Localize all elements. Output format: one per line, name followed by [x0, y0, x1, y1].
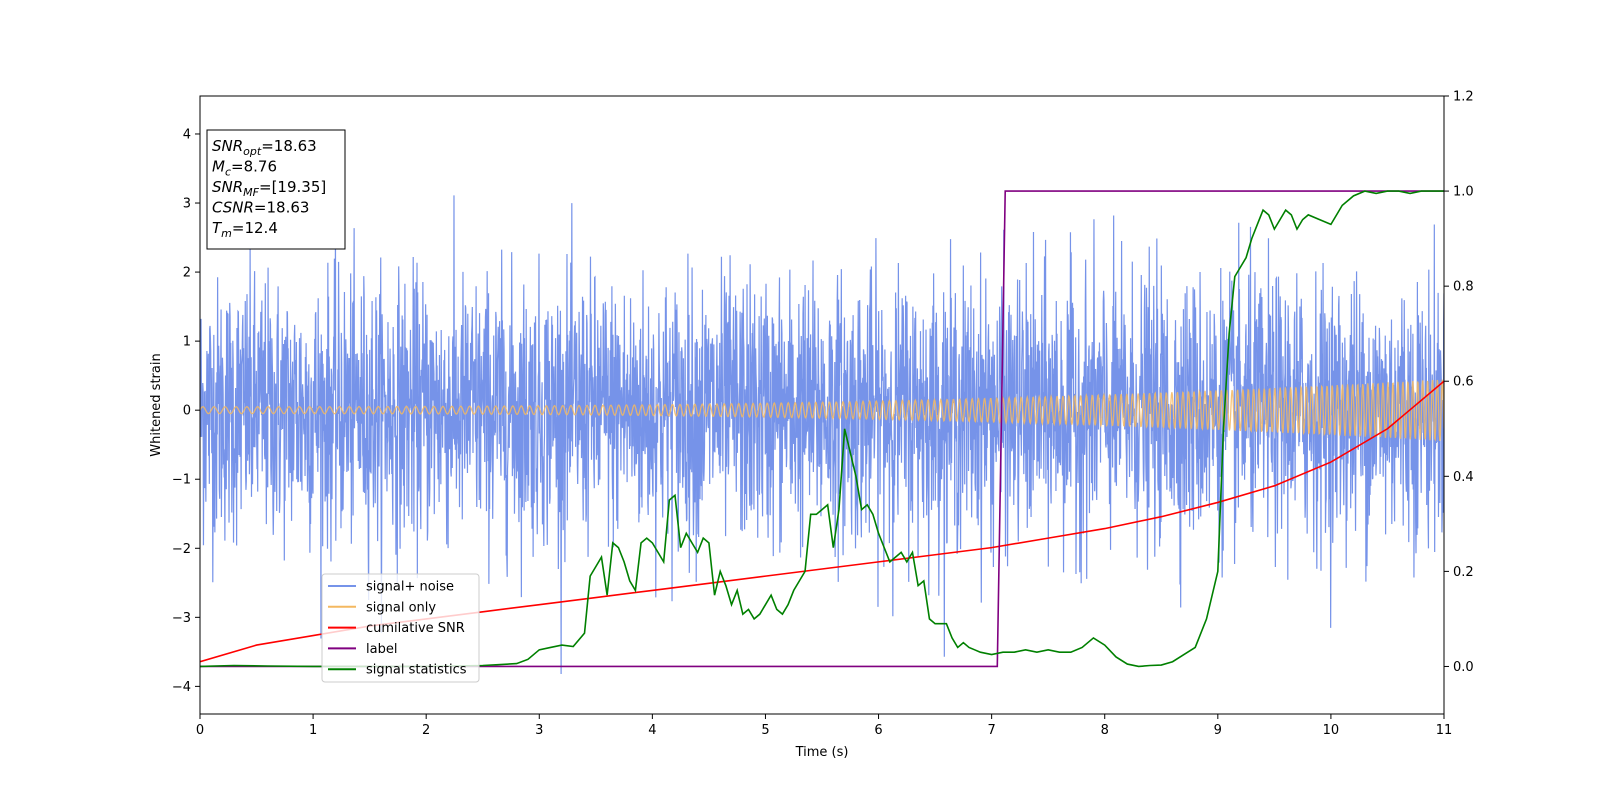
- y2-tick-label: 1.0: [1453, 185, 1474, 200]
- x-tick-label: 10: [1323, 723, 1340, 738]
- y-tick-label: −2: [172, 542, 191, 557]
- y-tick-label: 2: [183, 266, 191, 281]
- x-tick-label: 7: [987, 723, 995, 738]
- x-tick-label: 6: [874, 723, 882, 738]
- series-signal-statistics: [200, 190, 1444, 668]
- annotation-frame: [206, 129, 346, 250]
- y-tick-label: −1: [172, 473, 191, 488]
- legend-label: label: [366, 642, 397, 657]
- annotation-line: SNRMF=[19.35]: [212, 178, 326, 199]
- y2-tick-label: 0.4: [1453, 470, 1474, 485]
- y2-tick-label: 0.6: [1453, 375, 1474, 390]
- series-signal-noise: [200, 195, 1444, 674]
- y2-tick-label: 0.0: [1453, 660, 1474, 675]
- legend: signal+ noise signal only cumilative SNR la…: [321, 573, 480, 683]
- legend-label: cumilative SNR: [366, 621, 465, 636]
- y-tick-label: 0: [183, 404, 191, 419]
- x-tick-label: 4: [648, 723, 656, 738]
- series-signal-only: [200, 379, 1444, 442]
- x-tick-label: 0: [196, 723, 204, 738]
- y-axis-left: 4 3 2 1 0 −1 −2 −3 −4: [172, 127, 200, 695]
- x-tick-label: 2: [422, 723, 430, 738]
- annotation-line: CSNR=18.63: [212, 199, 309, 217]
- x-tick-label: 5: [761, 723, 769, 738]
- plot-frame: [199, 95, 1445, 715]
- y-tick-label: −3: [172, 611, 191, 626]
- x-tick-label: 1: [309, 723, 317, 738]
- annotation-line: SNRopt=18.63: [212, 137, 317, 158]
- y-tick-label: 1: [183, 335, 191, 350]
- y2-tick-label: 1.2: [1453, 90, 1474, 105]
- series-label: [200, 190, 1444, 668]
- y-axis-label: Whitened strain: [149, 353, 164, 456]
- y-tick-label: −4: [172, 680, 191, 695]
- x-tick-label: 3: [535, 723, 543, 738]
- y-tick-label: 4: [183, 127, 191, 142]
- legend-frame: [321, 573, 480, 683]
- legend-label: signal+ noise: [366, 580, 454, 595]
- y2-tick-label: 0.2: [1453, 565, 1474, 580]
- annotation-box: SNRopt=18.63Mc=8.76SNRMF=[19.35]CSNR=18.…: [206, 129, 346, 250]
- y-axis-right: 1.2 1.0 0.8 0.6 0.4 0.2 0.0: [1444, 90, 1474, 675]
- x-axis-label: Time (s): [795, 745, 849, 760]
- y2-tick-label: 0.8: [1453, 280, 1474, 295]
- legend-label: signal only: [366, 600, 436, 615]
- y-tick-label: 3: [183, 197, 191, 212]
- x-tick-label: 8: [1101, 723, 1109, 738]
- legend-label: signal statistics: [366, 663, 467, 678]
- x-axis: 0 1 2 3 4 5 6 7 8 9 10 11: [196, 714, 1452, 738]
- x-tick-label: 11: [1436, 723, 1453, 738]
- annotation-line: Tm=12.4: [212, 219, 278, 240]
- annotation-line: Mc=8.76: [212, 158, 277, 179]
- x-tick-label: 9: [1214, 723, 1222, 738]
